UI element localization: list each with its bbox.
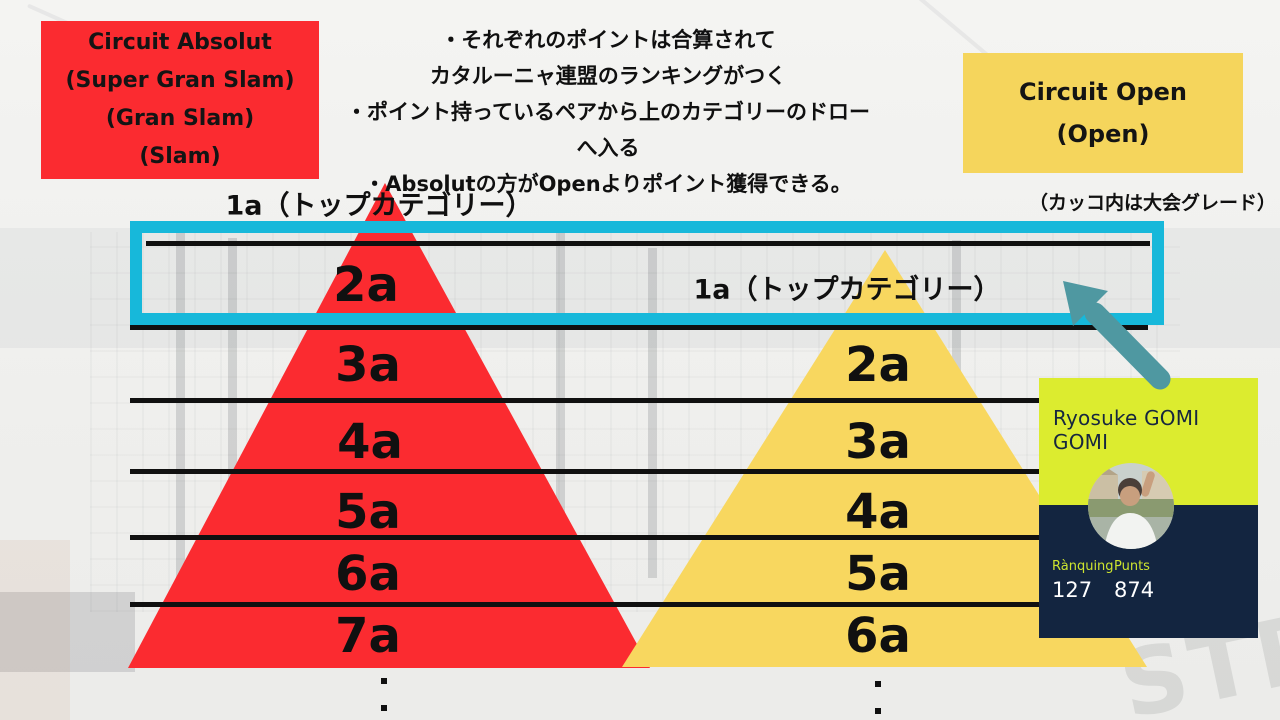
- more-levels-ellipsis-dot: [875, 708, 881, 714]
- more-levels-ellipsis-dot: [381, 678, 387, 684]
- circuit-absolut-title: Circuit Absolut: [88, 30, 272, 55]
- player-name-line: Ryosuke GOMI: [1053, 406, 1200, 430]
- absolut-level-label: 7a: [335, 608, 401, 664]
- absolut-level-label: 5a: [335, 484, 401, 540]
- open-level-label: 6a: [845, 608, 911, 664]
- points-stat-value: 874: [1114, 578, 1155, 602]
- open-level-label: 2a: [845, 337, 911, 393]
- circuit-absolut-box: Circuit Absolut (Super Gran Slam) (Gran …: [41, 21, 319, 179]
- open-level-label: 5a: [845, 546, 911, 602]
- absolut-level-label: 2a: [333, 257, 399, 313]
- player-avatar: [1088, 463, 1174, 549]
- ranking-stat-value: 127: [1052, 578, 1093, 602]
- open-top-level-label: 1a（トップカテゴリー）: [693, 274, 1001, 306]
- points-stat-label: Punts: [1114, 559, 1150, 574]
- player-name-line: GOMI: [1053, 430, 1109, 454]
- note-line: ・Absolutの方がOpenよりポイント獲得できる。: [364, 172, 852, 196]
- more-levels-ellipsis-dot: [875, 681, 881, 687]
- player-avatar-illustration: [1088, 463, 1174, 549]
- note-line: ・ポイント持っているペアから上のカテゴリーのドローへ入る: [346, 100, 870, 160]
- note-line: カタルーニャ連盟のランキングがつく: [429, 64, 787, 88]
- highlight-box: [130, 221, 1164, 325]
- absolut-level-label: 4a: [337, 414, 403, 470]
- open-level-label: 3a: [845, 414, 911, 470]
- circuit-open-title: Circuit Open: [1019, 78, 1187, 106]
- absolut-level-label: 3a: [335, 337, 401, 393]
- circuit-open-box: Circuit Open (Open): [963, 53, 1243, 173]
- more-levels-ellipsis-dot: [381, 705, 387, 711]
- note-line: ・それぞれのポイントは合算されて: [440, 28, 776, 52]
- grade-note: （カッコ内は大会グレード）: [1028, 192, 1276, 214]
- circuit-absolut-grade: (Super Gran Slam): [65, 68, 295, 93]
- circuit-absolut-grade: (Gran Slam): [105, 106, 255, 131]
- absolut-level-label: 6a: [335, 546, 401, 602]
- open-level-label: 4a: [845, 484, 911, 540]
- player-card: Ryosuke GOMI GOMI Rànquing Punts 127 874: [1039, 378, 1258, 638]
- circuit-absolut-grade: (Slam): [139, 144, 221, 169]
- ranking-stat-label: Rànquing: [1052, 559, 1114, 574]
- background-foreground-tint: [0, 540, 70, 720]
- notes-block: ・それぞれのポイントは合算されて カタルーニャ連盟のランキングがつく ・ポイント…: [338, 22, 878, 202]
- player-name: Ryosuke GOMI GOMI: [1053, 406, 1199, 454]
- circuit-open-grade: (Open): [1056, 120, 1150, 148]
- background-banner: [0, 592, 135, 672]
